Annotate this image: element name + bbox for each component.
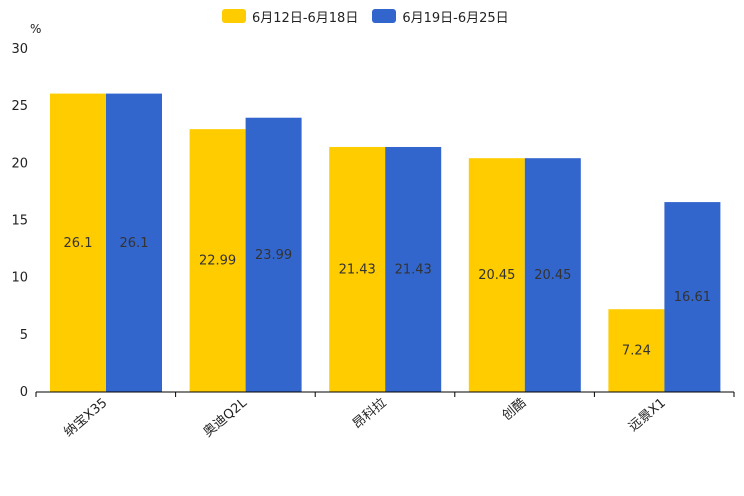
y-tick-label: 30 <box>11 42 28 57</box>
bar-value-label: 23.99 <box>255 248 292 263</box>
x-tick-label: 纳宝X35 <box>61 396 110 441</box>
x-tick-label: 奥迪Q2L <box>201 395 251 440</box>
legend-swatch-series-1 <box>222 9 246 23</box>
y-axis-unit-label: % <box>30 22 42 36</box>
legend-label-series-1: 6月12日-6月18日 <box>252 10 359 26</box>
bar <box>664 202 721 392</box>
bar-value-label: 7.24 <box>622 344 651 359</box>
x-tick-label: 远景X1 <box>626 396 669 435</box>
bar-value-label: 26.1 <box>64 236 93 251</box>
bar-value-label: 20.45 <box>534 268 571 283</box>
x-tick-label: 创酷 <box>500 396 530 424</box>
bar <box>468 158 525 392</box>
bar <box>608 309 665 392</box>
chart-legend: 6月12日-6月18日 6月19日-6月25日 <box>222 6 509 26</box>
bar-value-label: 22.99 <box>199 254 236 269</box>
legend-swatch-series-2 <box>372 9 397 23</box>
legend-item-series-1[interactable]: 6月12日-6月18日 <box>222 7 358 26</box>
bar <box>106 93 162 392</box>
bar <box>50 93 106 392</box>
y-tick-label: 15 <box>11 214 28 229</box>
y-tick-label: 20 <box>11 156 28 171</box>
bar-value-label: 21.43 <box>339 262 376 277</box>
bar <box>329 146 386 392</box>
x-tick-label: 昂科拉 <box>350 396 390 433</box>
y-tick-label: 25 <box>11 99 28 114</box>
bar-value-label: 21.43 <box>395 262 432 277</box>
y-tick-label: 0 <box>20 385 28 400</box>
bar-value-label: 16.61 <box>674 290 711 305</box>
bar-value-label: 26.1 <box>120 236 149 251</box>
bar <box>189 129 246 393</box>
bar <box>245 117 302 393</box>
bar <box>524 158 581 392</box>
legend-label-series-2: 6月19日-6月25日 <box>402 10 509 26</box>
bar-value-label: 20.45 <box>478 268 515 283</box>
y-tick-label: 10 <box>11 271 28 286</box>
y-tick-label: 5 <box>20 328 28 343</box>
legend-item-series-2[interactable]: 6月19日-6月25日 <box>372 7 509 26</box>
bar <box>385 146 442 392</box>
